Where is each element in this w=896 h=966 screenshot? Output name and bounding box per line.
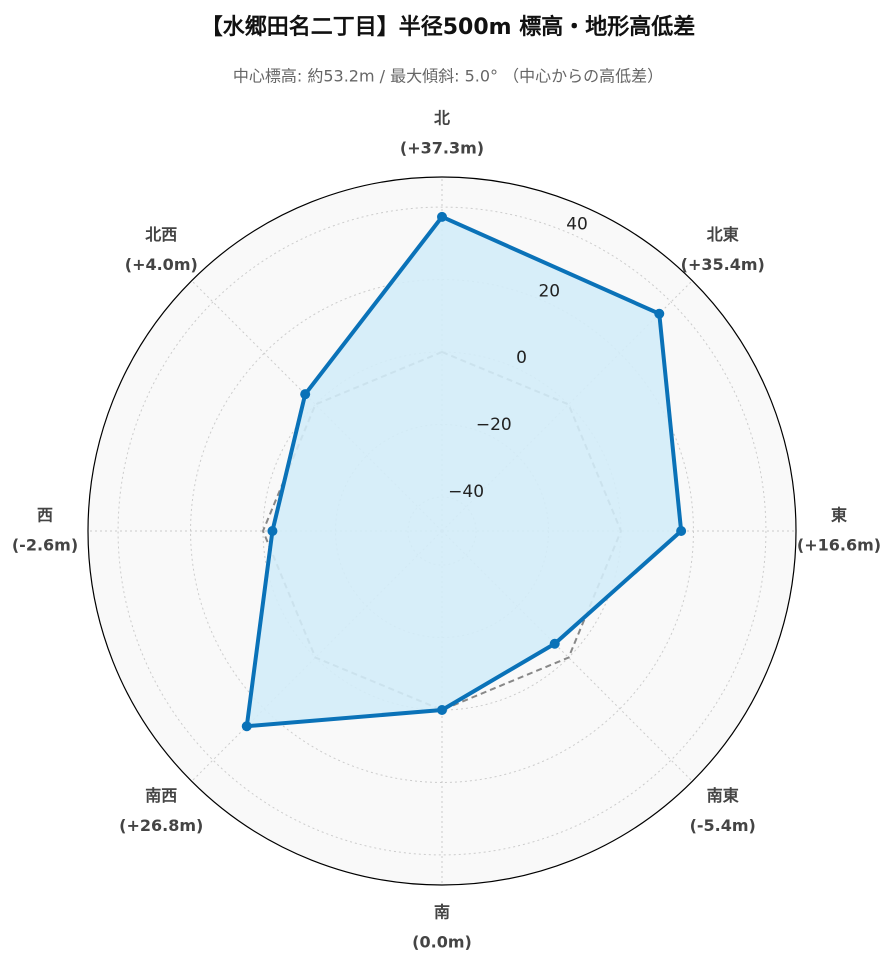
category-label: 北西	[145, 225, 177, 244]
value-label: (+26.8m)	[119, 816, 203, 835]
data-point	[654, 308, 665, 319]
data-point	[241, 721, 252, 732]
category-label: 南西	[145, 786, 177, 805]
grid-circle	[117, 206, 767, 856]
data-point	[437, 211, 447, 222]
value-label: (-2.6m)	[12, 536, 78, 555]
radial-tick-label: 0	[516, 348, 527, 368]
plot-border	[87, 176, 797, 886]
data-point	[676, 526, 687, 536]
value-label: (+35.4m)	[681, 255, 765, 274]
radial-tick-label: 40	[566, 214, 588, 234]
value-label: (0.0m)	[412, 933, 472, 952]
radial-tick-label: 20	[538, 281, 560, 301]
radial-tick-label: −20	[476, 415, 512, 435]
data-point	[549, 638, 560, 649]
category-label: 南	[434, 903, 450, 922]
value-label: (+37.3m)	[400, 139, 484, 158]
value-label: (+4.0m)	[125, 255, 198, 274]
category-label: 東	[831, 506, 847, 525]
category-label: 南東	[707, 786, 739, 805]
category-label: 西	[37, 506, 53, 525]
chart-subtitle: 中心標高: 約53.2m / 最大傾斜: 5.0° （中心からの高低差）	[233, 67, 663, 86]
chart-title: 【水郷田名二丁目】半径500m 標高・地形高低差	[201, 14, 696, 40]
data-point	[267, 526, 278, 536]
value-label: (-5.4m)	[690, 816, 756, 835]
radial-tick-label: −40	[448, 482, 484, 502]
category-label: 北	[434, 109, 450, 128]
spoke	[441, 530, 693, 782]
data-point	[300, 389, 311, 400]
data-point	[437, 704, 447, 715]
value-label: (+16.6m)	[797, 536, 881, 555]
category-label: 北東	[707, 225, 739, 244]
